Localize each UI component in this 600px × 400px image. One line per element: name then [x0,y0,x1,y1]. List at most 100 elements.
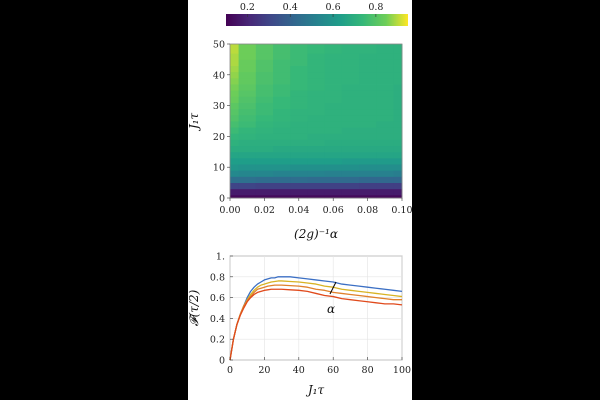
heatmap-cell [359,84,377,91]
heatmap-xtick-label: 0.02 [254,205,275,216]
heatmap-cell [324,133,343,140]
heatmap-cell [255,121,274,128]
heatmap-cell [393,182,403,190]
heatmap-cell [324,77,343,85]
colorbar-tick-label: 0.4 [283,2,298,13]
heatmap-cell [341,53,360,60]
heatmap-cell [238,102,257,110]
heatmap-cell [393,47,403,54]
heatmap-cell [255,65,274,73]
heatmap-cell [376,164,394,171]
heatmap-cell [307,182,325,190]
heatmap-cell [273,157,291,165]
heatmap-cell [230,145,239,153]
heatmap-cell [341,145,360,153]
heatmap-cell [376,139,394,147]
heatmap-cell [393,77,403,85]
heatmap-cell [238,121,257,128]
heatmap-cell [359,71,377,79]
heatmap-cell [376,188,394,196]
heatmap-cell [324,121,343,128]
heatmap-frame [229,43,403,199]
heatmap-cell [307,90,325,97]
heatmap-cell [307,53,325,60]
heatmap-cell [238,47,257,54]
heatmap-cell [255,90,274,97]
heatmap-cell [359,151,377,159]
line-xtick-label: 80 [362,365,374,376]
heatmap-cell [393,164,403,171]
line-xtick-label: 40 [293,365,305,376]
heatmap-cell [359,90,377,97]
heatmap-cell [376,44,394,48]
heatmap-cell [341,59,360,66]
heatmap-cell [307,151,325,159]
heatmap-cell [324,102,343,110]
heatmap-cell [255,102,274,110]
heatmap-cell [238,182,257,190]
heatmap-cell [238,151,257,159]
heatmap-cell [230,102,239,110]
heatmap-cell [255,108,274,116]
heatmap-cell [359,44,377,48]
heatmap-cell [359,170,377,177]
heatmap-cell [290,164,308,171]
heatmap-cell [393,151,403,159]
heatmap-cell [324,47,343,54]
heatmap-cell [376,121,394,128]
heatmap-cell [273,108,291,116]
heatmap-cell [238,77,257,85]
heatmap-cell [359,114,377,122]
heatmap-cell [230,53,239,60]
heatmap-cell [341,176,360,183]
heatmap-cell [324,188,343,196]
line-xtick-label: 0 [227,365,233,376]
heatmap-cell [359,133,377,140]
heatmap-cell [290,102,308,110]
heatmap-cell [230,47,239,54]
heatmap-xtick-label: 0.04 [288,205,309,216]
heatmap-cell [376,96,394,103]
heatmap-cell [230,176,239,183]
heatmap-cell [238,108,257,116]
heatmap-cell [324,84,343,91]
heatmap-cell [376,90,394,97]
heatmap-cell [393,121,403,128]
heatmap-cell [290,84,308,91]
heatmap-cell [341,65,360,73]
heatmap-cell [376,170,394,177]
heatmap-cell [376,194,394,199]
heatmap-cell [393,114,403,122]
heatmap-cell [359,157,377,165]
heatmap-cell [376,84,394,91]
heatmap-cell [393,127,403,134]
heatmap-cell [307,47,325,54]
heatmap-cell [290,151,308,159]
heatmap-cell [230,90,239,97]
heatmap-cell [255,127,274,134]
heatmap-cell [230,77,239,85]
heatmap-cell [307,194,325,199]
heatmap-cell [324,114,343,122]
heatmap-cell [341,182,360,190]
heatmap-cell [290,157,308,165]
heatmap-cell [393,59,403,66]
heatmap-cell [290,170,308,177]
heatmap-cell [255,71,274,79]
heatmap-cell [255,139,274,147]
heatmap-cell [341,139,360,147]
heatmap-cell [393,102,403,110]
heatmap-cell [359,96,377,103]
heatmap-cell [393,108,403,116]
heatmap-cell [393,176,403,183]
line-xlabel: J₁τ [305,383,325,397]
heatmap-cell [290,145,308,153]
heatmap-cell [290,44,308,48]
heatmap-cell [359,77,377,85]
heatmap-cell [359,182,377,190]
heatmap-cell [238,164,257,171]
heatmap-cell [290,139,308,147]
heatmap-cell [255,59,274,66]
heatmap-cell [238,114,257,122]
heatmap-cell [376,151,394,159]
